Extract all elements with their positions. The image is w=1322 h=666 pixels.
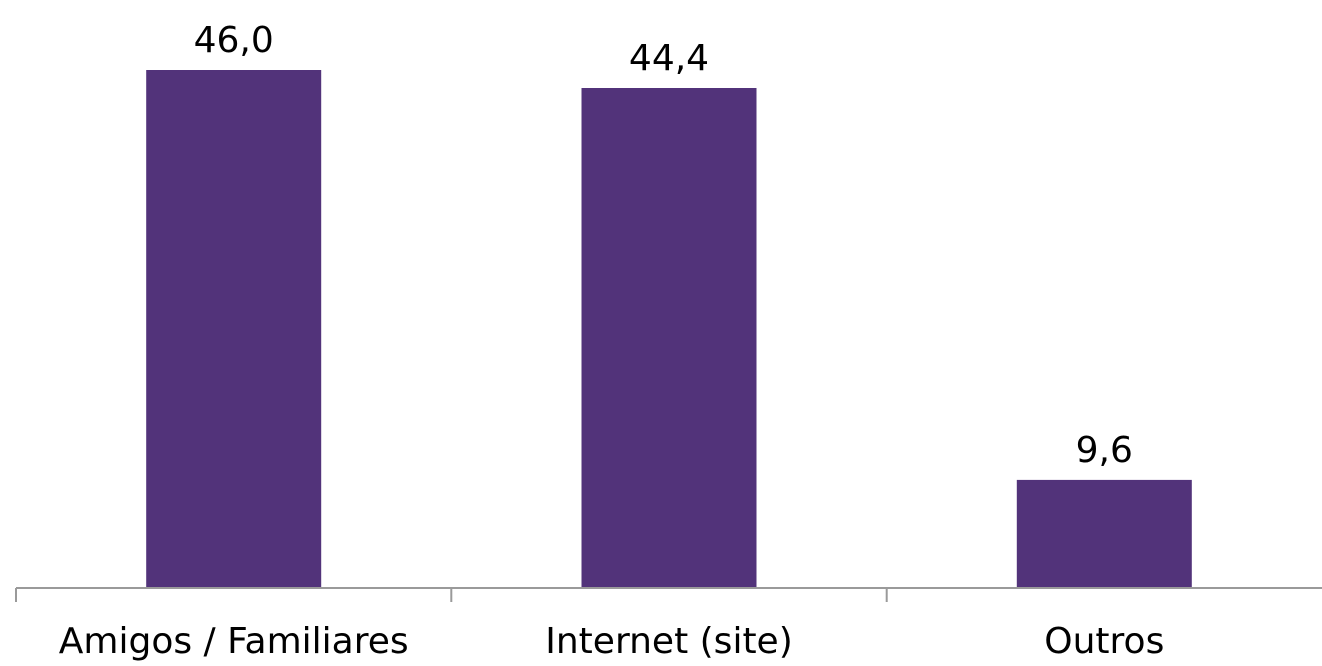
x-tick-label-1: Amigos / Familiares — [59, 621, 409, 662]
x-axis — [15, 587, 1322, 602]
bar-2 — [581, 88, 757, 588]
bars-group — [146, 70, 1192, 588]
x-tick-label-3: Outros — [1044, 621, 1164, 662]
value-labels-group: 46,0 44,4 9,6 — [194, 20, 1133, 471]
bar-1 — [146, 70, 322, 588]
bar-value-label-2: 44,4 — [629, 38, 709, 79]
x-tick-label-2: Internet (site) — [545, 621, 793, 662]
bar-3 — [1016, 479, 1192, 588]
x-tick-labels-group: Amigos / Familiares Internet (site) Outros — [59, 621, 1165, 662]
bar-value-label-3: 9,6 — [1076, 430, 1133, 471]
bar-value-label-1: 46,0 — [194, 20, 274, 61]
